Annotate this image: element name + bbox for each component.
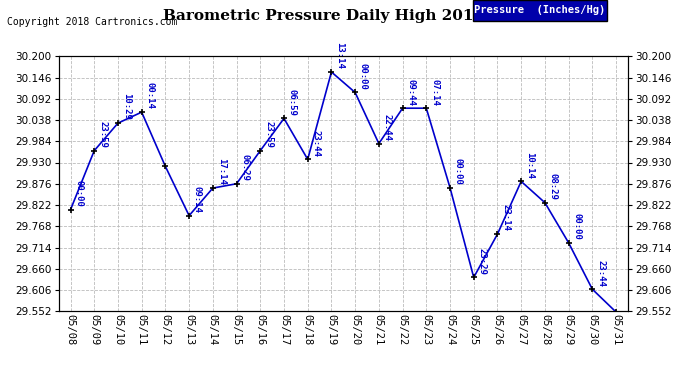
Text: Copyright 2018 Cartronics.com: Copyright 2018 Cartronics.com bbox=[7, 17, 177, 27]
Text: 10:29: 10:29 bbox=[121, 93, 131, 120]
Text: 06:29: 06:29 bbox=[240, 154, 249, 181]
Text: 00:00: 00:00 bbox=[454, 158, 463, 185]
Text: 23:44: 23:44 bbox=[596, 260, 605, 286]
Text: 17:14: 17:14 bbox=[217, 158, 226, 185]
Text: 06:59: 06:59 bbox=[288, 89, 297, 116]
Text: 00:00: 00:00 bbox=[75, 180, 83, 207]
Text: 00:14: 00:14 bbox=[146, 82, 155, 110]
Text: 22:44: 22:44 bbox=[383, 114, 392, 141]
Text: 00:00: 00:00 bbox=[573, 213, 582, 240]
Text: 10:14: 10:14 bbox=[525, 152, 534, 178]
Text: Pressure  (Inches/Hg): Pressure (Inches/Hg) bbox=[474, 5, 606, 15]
Text: 00:00: 00:00 bbox=[359, 63, 368, 90]
Text: 07:14: 07:14 bbox=[430, 78, 439, 105]
Text: 08:29: 08:29 bbox=[549, 173, 558, 200]
Text: 13:14: 13:14 bbox=[335, 42, 344, 69]
Text: 23:44: 23:44 bbox=[311, 130, 321, 157]
Text: 09:14: 09:14 bbox=[193, 186, 202, 213]
Text: Barometric Pressure Daily High 20180601: Barometric Pressure Daily High 20180601 bbox=[164, 9, 526, 23]
Text: 23:59: 23:59 bbox=[98, 121, 107, 148]
Text: 23:29: 23:29 bbox=[477, 248, 486, 274]
Text: 23:14: 23:14 bbox=[501, 204, 511, 231]
Text: 09:44: 09:44 bbox=[406, 78, 415, 105]
Text: 23:59: 23:59 bbox=[264, 121, 273, 148]
Text: 21:29: 21:29 bbox=[0, 374, 1, 375]
